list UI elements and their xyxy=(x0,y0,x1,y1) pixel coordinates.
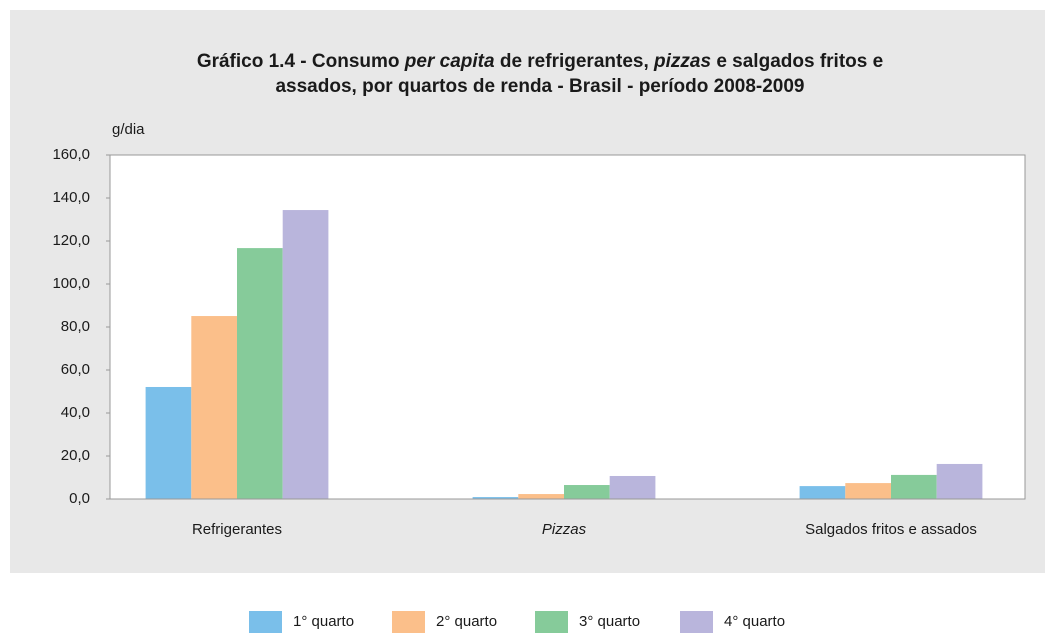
legend-swatch xyxy=(249,611,282,633)
legend-label: 2° quarto xyxy=(436,613,497,630)
legend-swatch xyxy=(392,611,425,633)
bar xyxy=(472,497,519,499)
x-tick-label: Salgados fritos e assados xyxy=(805,521,977,538)
y-tick-label: 100,0 xyxy=(52,275,90,292)
title-segment: Gráfico 1.4 - Consumo xyxy=(197,51,405,72)
y-tick-label: 40,0 xyxy=(61,404,90,421)
y-tick-label: 140,0 xyxy=(52,189,90,206)
bar xyxy=(845,483,891,499)
y-tick-label: 60,0 xyxy=(61,361,90,378)
title-segment: pizzas xyxy=(653,51,711,72)
bar xyxy=(145,386,192,499)
bar xyxy=(891,474,937,499)
y-tick-label: 80,0 xyxy=(61,318,90,335)
y-tick-label: 0,0 xyxy=(69,490,90,507)
bar xyxy=(237,248,283,499)
title-segment: per capita xyxy=(404,51,495,72)
bar xyxy=(936,463,983,499)
legend-swatch xyxy=(680,611,713,633)
chart-title: assados, por quartos de renda - Brasil -… xyxy=(275,76,804,97)
bar xyxy=(799,486,846,499)
bar xyxy=(191,316,237,499)
legend-label: 4° quarto xyxy=(724,613,785,630)
y-tick-label: 160,0 xyxy=(52,146,90,163)
title-segment: e salgados fritos e xyxy=(711,51,883,72)
x-tick-label: Refrigerantes xyxy=(192,521,282,538)
y-tick-label: 20,0 xyxy=(61,447,90,464)
y-tick-label: 120,0 xyxy=(52,232,90,249)
bar xyxy=(564,485,610,499)
legend-swatch xyxy=(535,611,568,633)
bar xyxy=(609,475,656,499)
x-tick-label: Pizzas xyxy=(542,521,587,538)
y-axis-label: g/dia xyxy=(112,121,145,138)
bar xyxy=(518,494,564,499)
legend-label: 1° quarto xyxy=(293,613,354,630)
title-segment: assados, por quartos de renda - Brasil -… xyxy=(275,76,804,97)
chart-title: Gráfico 1.4 - Consumo per capita de refr… xyxy=(197,51,883,72)
title-segment: de refrigerantes, xyxy=(495,51,654,72)
bar xyxy=(282,210,329,500)
legend-label: 3° quarto xyxy=(579,613,640,630)
